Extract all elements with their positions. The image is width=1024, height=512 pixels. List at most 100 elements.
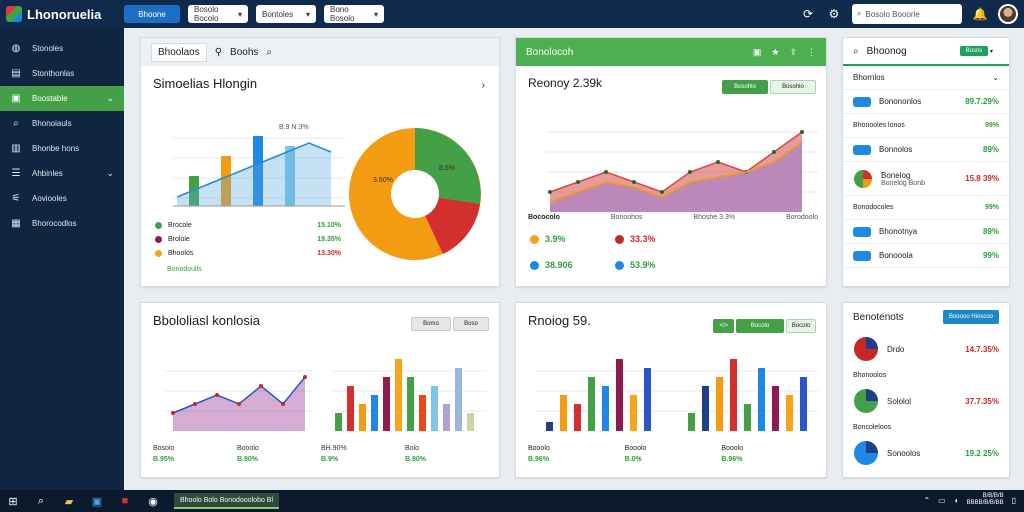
footer-label: Bosolo <box>153 445 175 452</box>
sidebar-item[interactable]: ◍ Stonoles <box>0 36 124 61</box>
bar-mark <box>347 386 354 431</box>
select-two[interactable]: Bontoles ▾ <box>256 5 316 23</box>
notification-bell-icon[interactable]: 🔔 <box>972 7 988 21</box>
store-icon[interactable]: ▣ <box>91 495 103 508</box>
list-item[interactable]: Bhonoolos <box>843 367 1009 383</box>
search-input[interactable]: ⌕ Bosolo Booorle <box>852 4 962 24</box>
header-button[interactable]: Booooo Hioscoo <box>942 310 999 324</box>
list-item[interactable]: Sololol 37.7.35% <box>843 383 1009 419</box>
list-item[interactable]: Bonelog Bonelog Bonb 15.8 39% <box>843 162 1009 196</box>
star-icon[interactable]: ★ <box>771 46 780 57</box>
select-two-label: Bontoles <box>262 9 294 19</box>
stat-value: 38.906 <box>545 260 573 270</box>
stat-value: 53.9% <box>630 260 656 270</box>
top-bar: Lhonoruelia Bhoone Bosolo Bocolo ▾ Bontol… <box>0 0 1024 28</box>
list-item-text: Bonnolos <box>879 145 912 154</box>
chevron-up-icon[interactable]: ⌃ <box>923 495 931 505</box>
toggle-button-two[interactable]: Bosohlo <box>770 80 816 94</box>
select-three[interactable]: Bono Bosolo ▾ <box>324 5 384 23</box>
folder-icon[interactable]: ▰ <box>64 495 74 508</box>
sidebar-item[interactable]: ⚟ Aoviooles <box>0 186 124 211</box>
bar-mark <box>407 377 414 431</box>
list-item-text: Bhornlos <box>853 73 885 82</box>
panel-header-title: Benotenots <box>853 311 904 323</box>
list-item[interactable]: Bonooola 99% <box>843 244 1009 268</box>
settings-icon[interactable]: ⚙ <box>828 7 840 21</box>
volume-icon[interactable]: ◖ <box>953 495 959 505</box>
panel-tabs: Bhoolaos ⚲ Boohs ⌕ <box>141 38 499 66</box>
footer-note: Bonodoulls <box>167 266 202 273</box>
toggle-button-one[interactable]: Bosohlo <box>722 80 768 94</box>
avatar[interactable] <box>998 4 1018 24</box>
app-logo[interactable]: Lhonoruelia <box>6 6 124 22</box>
chevron-down-icon[interactable]: ⌄ <box>992 73 999 82</box>
chevron-right-icon[interactable]: › <box>481 80 485 91</box>
list-item[interactable]: Drdo 14.7.35% <box>843 331 1009 367</box>
select-one[interactable]: Bosolo Bocolo ▾ <box>188 5 248 23</box>
bar-mark <box>616 359 623 431</box>
search-icon: ⌕ <box>857 9 862 18</box>
refresh-icon[interactable]: ⟳ <box>802 7 814 21</box>
list-item-value: 99% <box>982 251 999 260</box>
sidebar-item[interactable]: ▦ Bhorocodlos <box>0 211 124 236</box>
more-icon[interactable]: ⋮ <box>807 46 816 57</box>
list-item-value: 15.8 39% <box>965 174 999 183</box>
list-item[interactable]: Bonnolos 89% <box>843 138 1009 162</box>
filter-button-one[interactable]: Bocolo <box>736 319 784 333</box>
bar-mark <box>221 156 231 206</box>
tab-one[interactable]: Bhoolaos <box>151 42 207 62</box>
notification-icon[interactable]: ▯ <box>1011 495 1016 505</box>
sidebar-item[interactable]: ☰ Ahbinles ⌄ <box>0 161 124 186</box>
sidebar-item[interactable]: ▤ Stonthonlas <box>0 61 124 86</box>
list-item-label: Bhonooles lonos <box>853 122 905 129</box>
clock[interactable]: B/B/B/B BBBB/B/B/BB <box>967 493 1004 507</box>
mini-button[interactable]: </> <box>713 319 734 333</box>
list-item[interactable]: Bhonooles lonos 99% <box>843 114 1009 138</box>
grid-icon: ▦ <box>11 218 21 229</box>
list-item[interactable]: Sonoolos 19.2 25% <box>843 435 1009 471</box>
panel-breakdown: Benotenots Booooo Hioscoo Drdo 14.7.35% Bh… <box>842 302 1010 478</box>
badge-icon <box>853 250 871 261</box>
list-item-label: Bonooola <box>879 251 913 260</box>
list-item[interactable]: Bonononlos 89.7.29% <box>843 90 1009 114</box>
footer-label: Booolo <box>237 445 259 452</box>
browser-icon[interactable]: ◉ <box>148 495 158 508</box>
tab-two[interactable]: Boohs <box>230 46 259 58</box>
filter-button-one[interactable]: Bomo <box>411 317 451 331</box>
search-icon[interactable]: ⌕ <box>37 494 45 507</box>
filter-button-two[interactable]: Boso <box>453 317 489 331</box>
legend-dot <box>155 249 162 257</box>
taskbar-app[interactable]: Bhoolo Bolo Bonodooolobo Bl <box>174 493 280 509</box>
sidebar-item[interactable]: ⌕ Bhonoiauls <box>0 111 124 136</box>
filter-button-two[interactable]: Bocolo <box>786 319 816 333</box>
expand-icon[interactable]: ▣ <box>752 46 762 57</box>
list-item-label: Drdo <box>887 344 905 354</box>
logo-icon <box>6 6 22 22</box>
system-tray: ⌃ ▭ ◖ B/B/B/B BBBB/B/B/BB ▯ <box>923 493 1016 507</box>
list-item[interactable]: Bhornlos ⌄ <box>843 66 1009 90</box>
sidebar-item[interactable]: ▣ Boostable ⌄ <box>0 86 124 111</box>
panel-overview: Bhoolaos ⚲ Boohs ⌕ Simoelias Hlongin › B… <box>140 37 500 287</box>
start-icon[interactable]: ⊞ <box>8 495 18 508</box>
badge-icon <box>853 226 871 237</box>
data-point <box>215 393 219 397</box>
primary-button[interactable]: Bhoone <box>124 5 180 23</box>
sidebar-item[interactable]: ▥ Bhonbe hons <box>0 136 124 161</box>
list-item-label: Bhornlos <box>853 73 885 82</box>
sidebar-item-label: Boostable <box>32 94 68 103</box>
list-item-value: 37.7.35% <box>965 396 999 406</box>
list-item[interactable]: Bhonotnya 89% <box>843 220 1009 244</box>
app-icon[interactable]: ■ <box>121 495 129 507</box>
search-icon[interactable]: ⌕ <box>266 46 272 58</box>
axis-caption-row: Bococolo Bonoohos Bhoshe 3.3% Borodoolo <box>528 214 818 221</box>
stat-item: 53.9% <box>615 258 700 272</box>
share-icon[interactable]: ⇪ <box>789 46 797 57</box>
list-item[interactable]: Bonodocoles 99% <box>843 196 1009 220</box>
list-item-value: 89% <box>982 145 999 154</box>
stat-dot <box>615 260 624 270</box>
network-icon[interactable]: ▭ <box>938 495 946 505</box>
list-item[interactable]: Boncoleloos <box>843 419 1009 435</box>
header-dropdown[interactable]: Bosns ▾ <box>954 44 999 58</box>
bar-mark <box>546 422 553 431</box>
sidebar-item-label: Ahbinles <box>32 169 63 178</box>
